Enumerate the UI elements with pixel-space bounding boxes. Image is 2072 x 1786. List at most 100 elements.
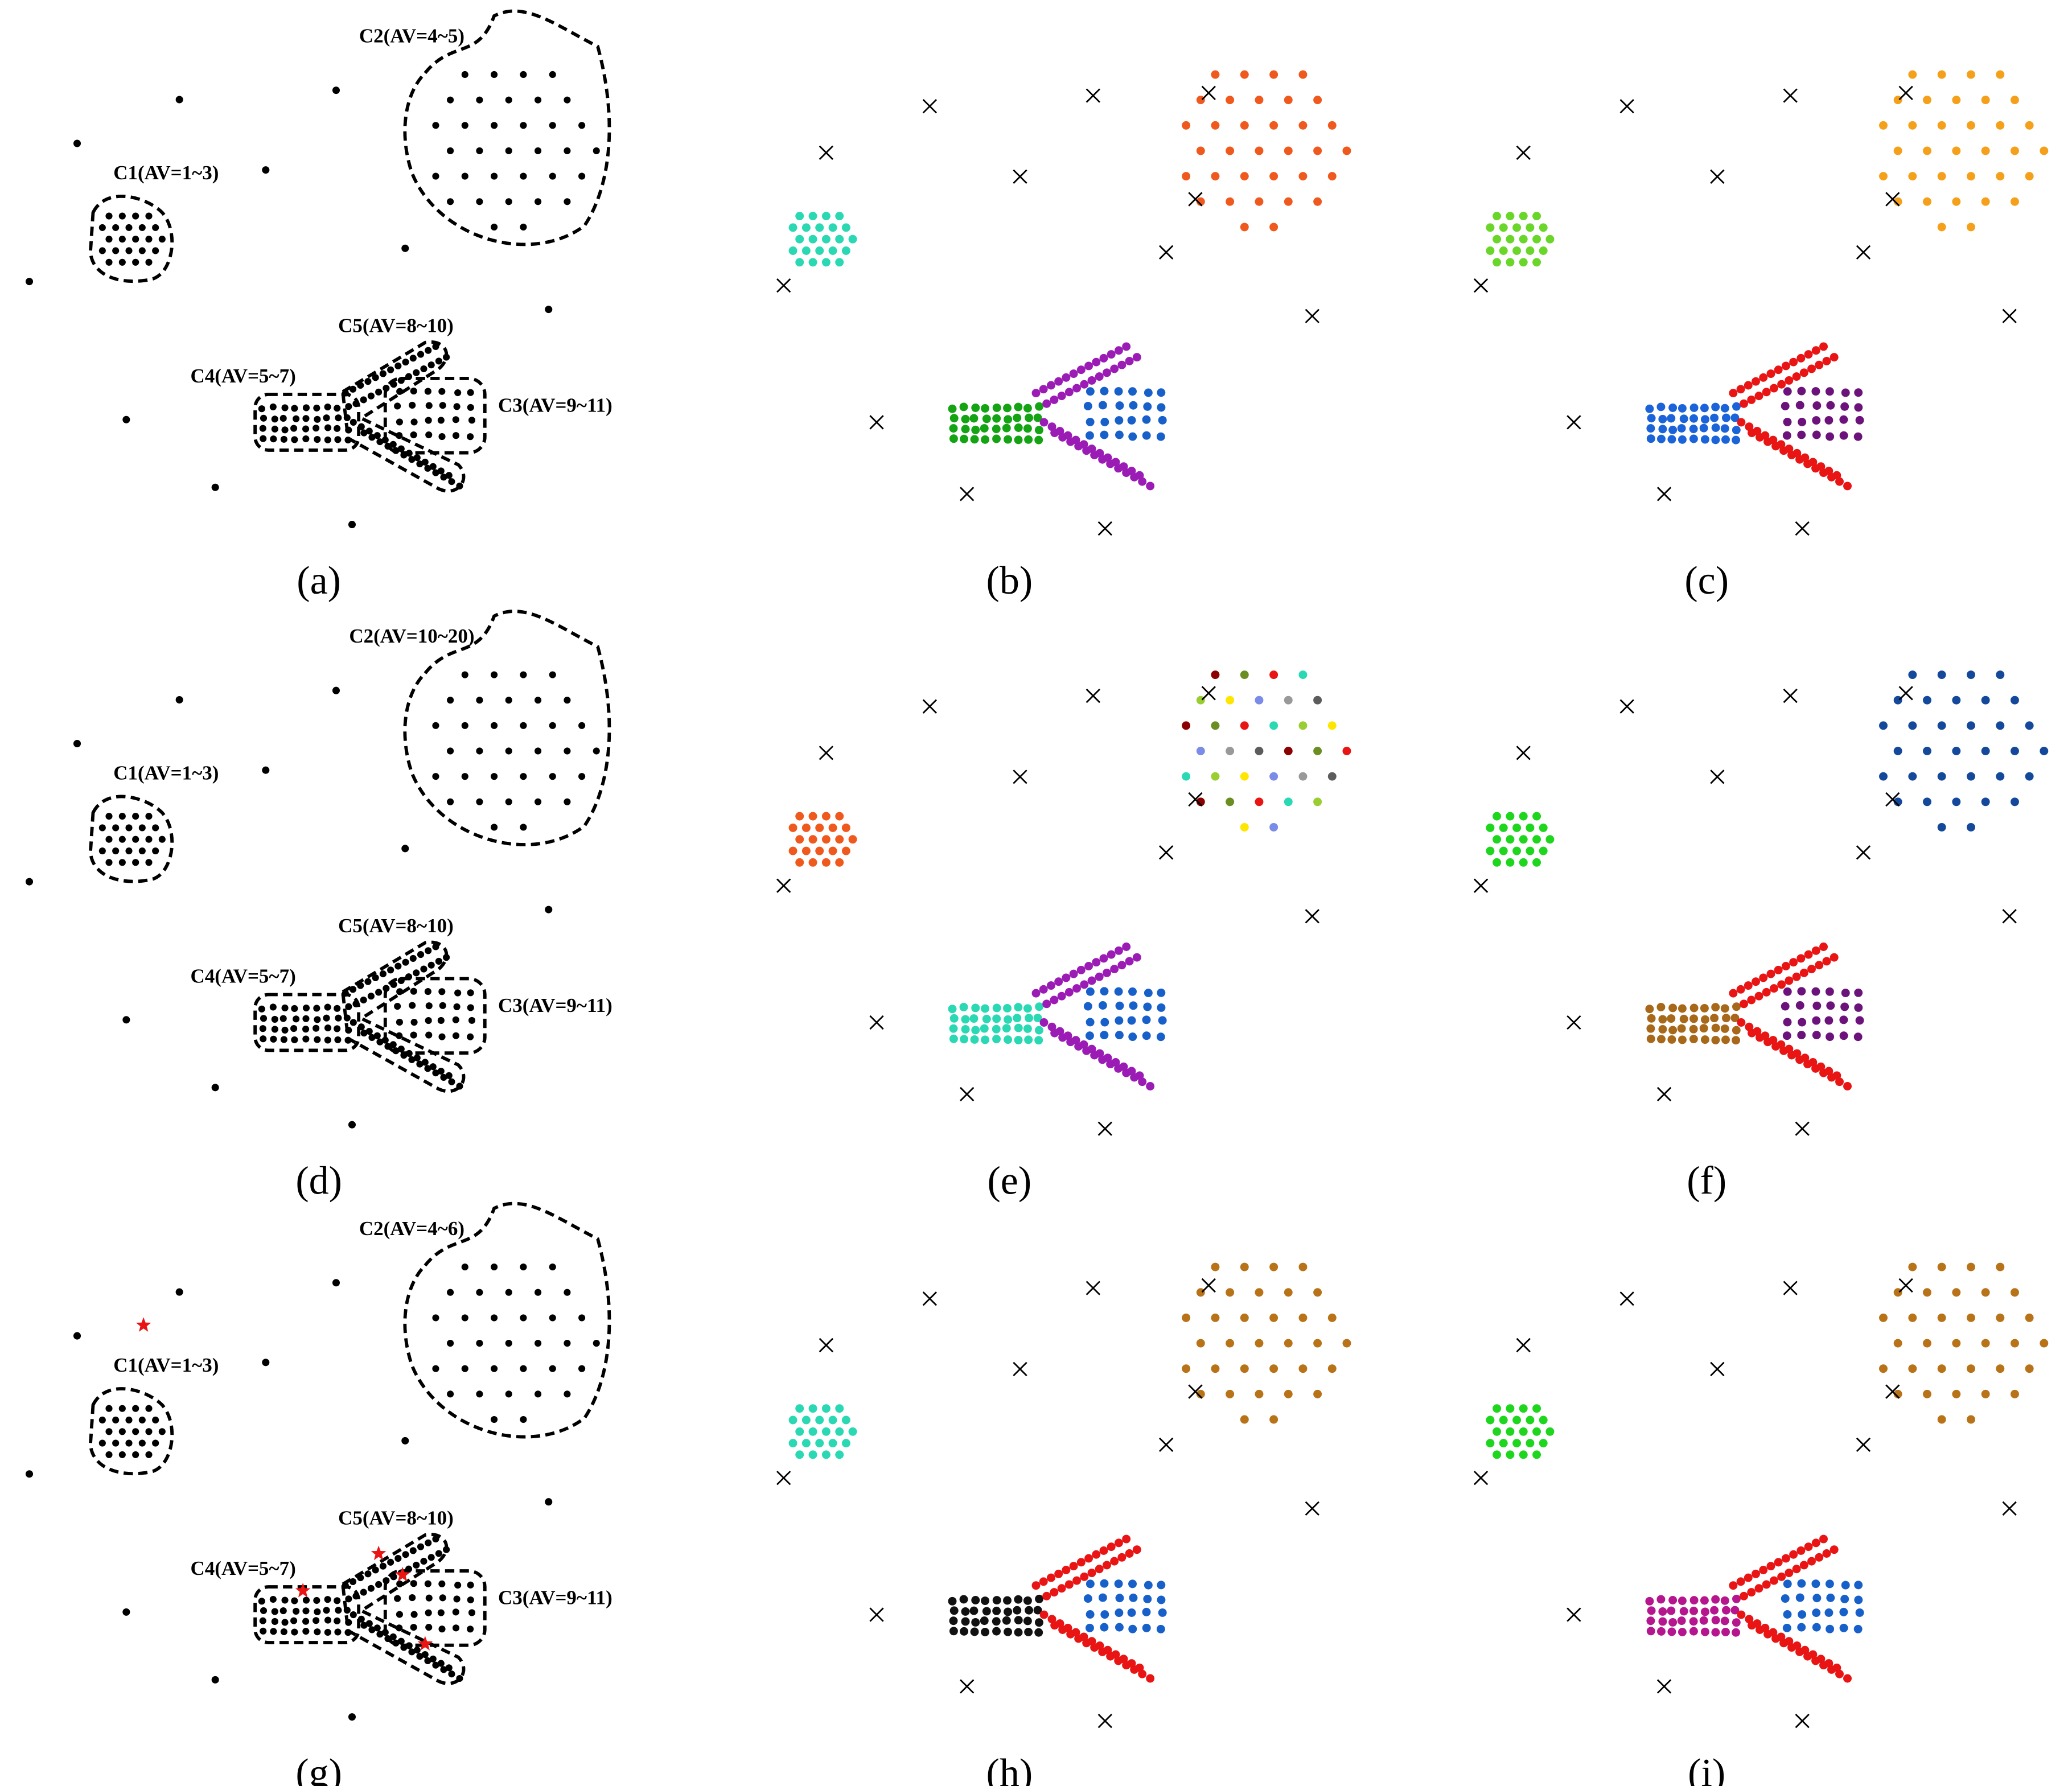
- point: [535, 1390, 542, 1398]
- point: [1732, 1036, 1741, 1045]
- point: [1793, 1049, 1802, 1058]
- point: [578, 172, 586, 180]
- point: [1103, 453, 1112, 462]
- point: [1076, 365, 1086, 375]
- point: [970, 1035, 979, 1044]
- point: [118, 836, 126, 843]
- point: [1782, 431, 1791, 440]
- point: [578, 122, 586, 129]
- point: [118, 212, 126, 220]
- point: [302, 1596, 310, 1604]
- point: [1298, 670, 1308, 679]
- point: [2011, 797, 2019, 806]
- point: [453, 403, 461, 410]
- point: [1014, 435, 1023, 445]
- point: [1689, 1035, 1698, 1044]
- panel: C1(AV=1~3)C2(AV=10~20)C5(AV=8~10)C4(AV=5…: [25, 610, 612, 1203]
- point: [828, 1439, 837, 1448]
- point: [788, 246, 797, 255]
- point: [1996, 1313, 2005, 1322]
- cluster-label: C1(AV=1~3): [113, 1354, 219, 1376]
- point: [387, 366, 394, 373]
- point: [1815, 961, 1824, 970]
- point: [1908, 1262, 1917, 1271]
- point: [396, 432, 403, 439]
- point: [461, 671, 468, 678]
- point: [841, 223, 850, 232]
- point: [389, 441, 397, 448]
- point: [1196, 197, 1205, 206]
- point: [1658, 414, 1667, 423]
- point: [505, 747, 512, 755]
- point: [447, 1289, 454, 1296]
- point: [1996, 670, 2005, 679]
- point: [1039, 385, 1048, 394]
- point: [1024, 435, 1033, 444]
- noise-point: [122, 1608, 130, 1616]
- point: [1799, 968, 1808, 977]
- panel-label: (h): [986, 1751, 1033, 1786]
- point: [1967, 70, 1975, 79]
- point: [835, 835, 844, 844]
- point: [1117, 961, 1127, 970]
- panel-label: (g): [295, 1751, 342, 1786]
- point: [949, 1014, 959, 1023]
- point: [1025, 1014, 1034, 1023]
- point: [1854, 988, 1863, 997]
- point: [1144, 388, 1153, 397]
- point: [1298, 121, 1308, 130]
- point: [1781, 1594, 1790, 1603]
- point: [405, 1565, 413, 1573]
- panel: (c): [1473, 70, 2049, 603]
- point: [360, 1030, 368, 1037]
- point: [1796, 1546, 1806, 1555]
- point: [413, 1054, 421, 1061]
- point: [447, 198, 454, 205]
- point: [438, 988, 446, 995]
- point: [1125, 356, 1134, 365]
- point: [1783, 987, 1792, 996]
- point: [424, 1065, 431, 1072]
- point: [409, 1002, 416, 1009]
- point: [1967, 670, 1975, 679]
- noise-point: [401, 244, 409, 252]
- point: [1721, 1014, 1730, 1023]
- point: [992, 1606, 1001, 1615]
- point: [1783, 387, 1792, 396]
- cluster-label: C3(AV=9~11): [498, 394, 612, 416]
- point: [1677, 1616, 1686, 1625]
- point: [1255, 197, 1264, 206]
- cluster-outline: [253, 1585, 361, 1644]
- point: [961, 1617, 970, 1626]
- point: [365, 1620, 373, 1627]
- point: [145, 258, 153, 266]
- point: [949, 1627, 958, 1636]
- point: [981, 1596, 990, 1606]
- point: [352, 400, 360, 408]
- point: [1047, 422, 1056, 431]
- point: [1031, 1581, 1041, 1590]
- point: [1211, 121, 1220, 130]
- point: [467, 404, 474, 411]
- point: [1226, 1288, 1235, 1297]
- point: [992, 1035, 1001, 1044]
- panel: C1(AV=1~3)C2(AV=4~6)C5(AV=8~10)C4(AV=5~7…: [25, 1201, 612, 1786]
- point: [961, 414, 970, 423]
- noise-cross: [1795, 521, 1810, 536]
- point: [383, 384, 390, 392]
- point: [158, 236, 166, 243]
- point: [491, 122, 498, 129]
- point: [1157, 1595, 1166, 1604]
- point: [1127, 1016, 1136, 1025]
- point: [1937, 121, 1946, 130]
- noise-point: [348, 521, 356, 529]
- point: [505, 697, 512, 704]
- point: [520, 1314, 527, 1322]
- point: [375, 1581, 383, 1589]
- point: [1996, 121, 2005, 130]
- point: [1342, 747, 1351, 755]
- point: [1539, 846, 1548, 855]
- point: [118, 1451, 126, 1458]
- point: [453, 1595, 461, 1603]
- point: [390, 381, 397, 388]
